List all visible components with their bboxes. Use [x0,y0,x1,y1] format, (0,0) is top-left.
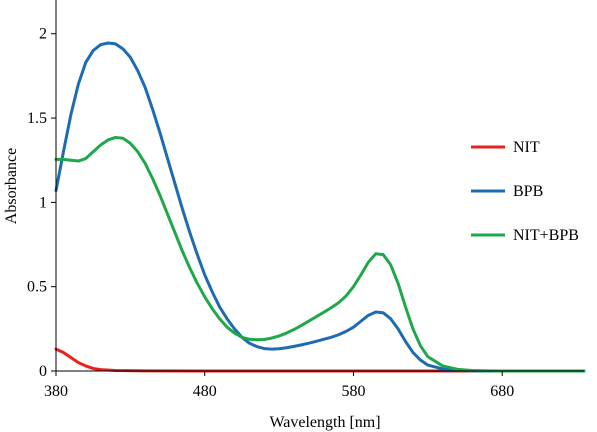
y-tick-label: 1.5 [27,110,47,127]
x-tick-label: 480 [193,383,217,400]
x-tick-label: 580 [341,383,365,400]
legend-label-0: NIT [513,139,540,156]
series-line-2 [54,135,586,373]
legend-label-1: BPB [513,183,543,200]
series-line-0 [54,347,586,373]
series-line-1 [54,41,586,373]
y-tick-label: 0.5 [27,279,47,296]
axes-layer: 380 480 580 680 0 0.5 1 1.5 2 [27,0,584,400]
legend: NIT BPB NIT+BPB [471,139,579,244]
legend-label-2: NIT+BPB [513,227,579,244]
y-axis-title: Absorbance [3,148,20,224]
x-tick-label: 680 [490,383,514,400]
y-tick-label: 1 [39,194,47,211]
series-layer [54,41,586,373]
x-axis-title: Wavelength [nm] [269,414,380,431]
x-tick-label: 380 [44,383,68,400]
y-tick-label: 2 [39,26,47,43]
y-tick-label: 0 [39,363,47,380]
